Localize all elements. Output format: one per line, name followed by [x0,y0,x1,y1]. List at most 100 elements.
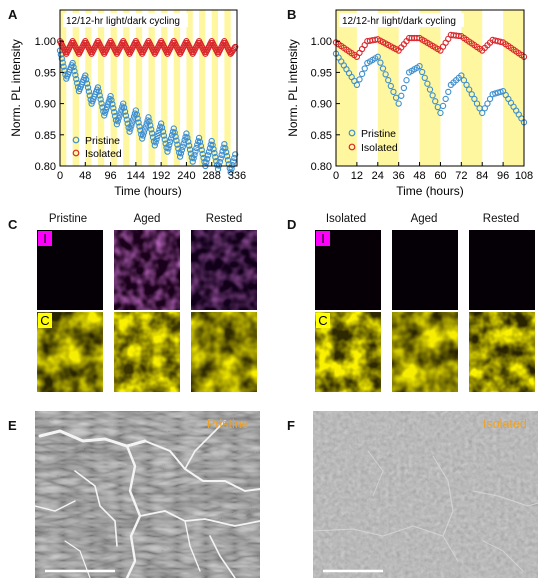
legend-label-isolated: Isolated [361,142,398,154]
sem-image-e [35,411,260,578]
data-point-pristine [377,59,384,66]
data-point-pristine [468,91,475,98]
map-d-iodine-rested [469,230,535,310]
data-point-pristine [148,130,156,137]
data-point-pristine [113,121,121,128]
data-point-pristine [161,136,168,143]
data-point-pristine [111,109,118,116]
sem-image-f [313,411,538,578]
y-tick-label: 1.00 [311,36,332,48]
data-point-pristine [437,109,444,117]
data-point-isolated [497,38,504,45]
data-point-pristine [195,134,203,142]
x-tick-label: 36 [393,170,405,182]
data-point-pristine [83,80,91,87]
sem-label-isolated: Isolated [483,417,527,431]
map-d-badge-i [316,231,330,246]
data-point-pristine [439,102,447,110]
data-point-pristine [200,154,207,162]
data-point-pristine [204,152,212,159]
data-point-pristine [183,130,190,137]
data-point-pristine [379,65,387,72]
data-point-pristine [60,63,67,70]
data-point-pristine [72,71,79,79]
map-d-badge-i-text: I [321,231,325,246]
data-point-pristine [416,63,423,70]
map-d-iodine-aged [392,230,458,310]
data-point-pristine [471,95,478,103]
light-band [173,10,181,166]
data-point-pristine [165,145,172,152]
data-point-pristine [213,157,220,165]
legend-marker-isolated [72,149,80,157]
data-point-pristine [120,104,128,111]
data-point-pristine [102,109,109,116]
data-point-pristine [159,128,167,135]
panel-letter-b: B [287,7,297,22]
data-point-pristine [186,146,194,153]
data-point-pristine [481,105,488,112]
data-point-pristine [70,63,77,71]
data-point-pristine [94,84,102,91]
light-band [135,10,143,166]
title-box [339,13,464,27]
data-point-pristine [117,109,124,116]
data-point-pristine [103,104,111,111]
data-point-pristine [208,137,215,145]
data-point-pristine [190,155,197,162]
map-c-badge-i [38,231,52,246]
legend: Pristine Isolated [348,128,398,154]
light-band [110,10,117,166]
light-band [186,10,193,166]
panel-letter-d: D [287,217,297,232]
map-c-label-pristine: Pristine [48,213,88,225]
data-point-pristine [189,158,196,165]
element-maps: I C I C [37,230,535,392]
data-point-pristine [172,133,179,140]
data-point-pristine [164,148,171,155]
data-point-pristine [209,141,216,149]
data-point-pristine [171,129,178,136]
data-point-pristine [58,55,65,62]
data-point-pristine [136,123,143,130]
data-point-pristine [108,96,115,104]
legend: Pristine Isolated [72,135,122,160]
legend-label-pristine: Pristine [85,135,120,147]
data-point-pristine [204,155,211,163]
data-point-pristine [198,146,205,154]
map-c-badge-c-text: C [40,313,49,328]
axes: 0 12 24 36 48 60 72 84 96 108 0.80 0.85 0.90 0.95 1.00 [311,36,534,182]
data-point-pristine [174,141,181,148]
chart-title: 12/12-hr light/dark cycling [66,16,180,27]
data-points [56,38,239,176]
data-point-pristine [167,138,174,145]
data-point-pristine [353,81,361,89]
data-point-pristine [147,122,154,129]
light-band [123,10,130,166]
data-point-pristine [179,143,186,150]
data-point-pristine [158,124,166,131]
data-point-pristine [166,141,173,149]
data-point-pristine [385,77,392,84]
light-band [60,10,67,166]
data-point-pristine [133,111,140,118]
y-axis-label: Norm. PL intensity [286,39,300,137]
data-point-pristine [192,148,199,155]
chart-title: 12/12-hr light/dark cycling [342,16,456,27]
plot-frame [335,9,525,167]
data-point-pristine [432,98,439,105]
map-d-label-isolated: Isolated [325,213,367,225]
data-point-pristine [203,159,210,166]
data-point-pristine [479,109,486,117]
data-point-pristine [223,149,230,156]
data-point-pristine [84,84,92,91]
data-point-pristine [458,72,465,79]
data-point-isolated [232,43,239,51]
data-point-pristine [400,84,408,92]
y-axis-label: Norm. PL intensity [9,39,23,137]
y-tick-label: 1.00 [35,36,56,48]
data-point-pristine [128,122,135,129]
data-point-pristine [71,67,78,75]
data-point-pristine [486,95,494,103]
data-point-pristine [374,53,381,60]
